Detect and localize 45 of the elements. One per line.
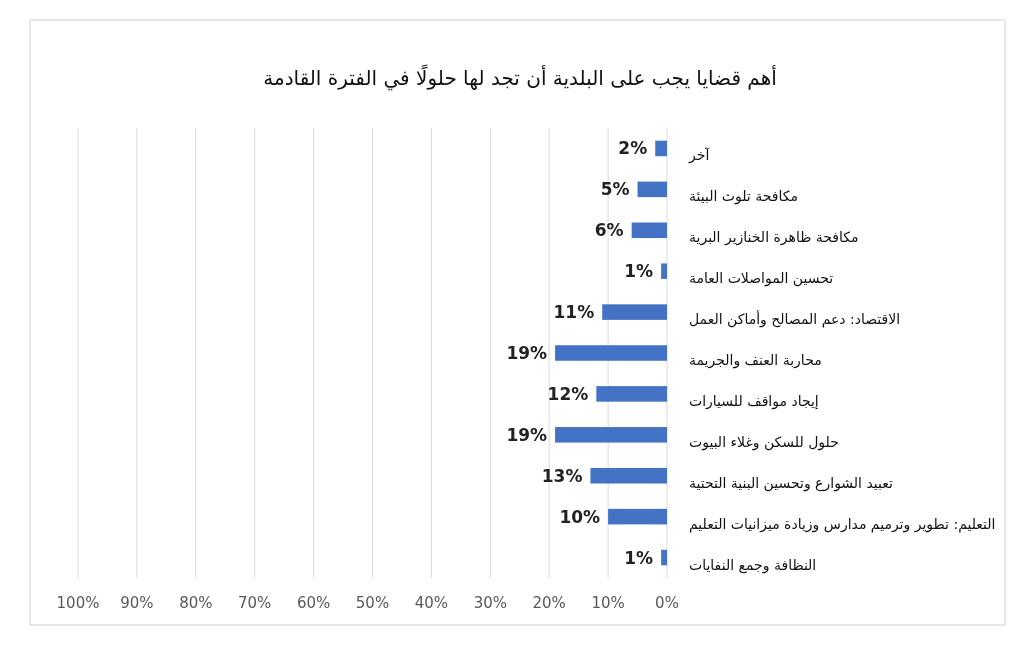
x-tick-label: 40% — [414, 594, 449, 612]
y-tick-label: آخر — [688, 147, 711, 165]
x-tick-label: 0% — [655, 594, 679, 612]
bar — [555, 345, 667, 361]
x-tick-label: 30% — [473, 594, 507, 612]
bar — [608, 508, 667, 525]
x-tick-label: 90% — [120, 594, 154, 612]
x-tick-label: 80% — [179, 594, 213, 612]
data-label: 12% — [547, 383, 589, 404]
x-tick-label: 20% — [532, 594, 566, 612]
y-tick-label: مكافحة ظاهرة الخنازير البرية — [689, 229, 859, 247]
x-tick-label: 50% — [355, 594, 390, 612]
data-label: 19% — [506, 424, 548, 445]
data-label: 1% — [624, 261, 654, 282]
bar — [596, 386, 667, 402]
x-tick-label: 100% — [56, 594, 100, 612]
y-tick-label: إيجاد مواقف للسيارات — [689, 392, 819, 410]
data-label: 13% — [541, 465, 583, 486]
bar — [555, 427, 667, 443]
data-label: 11% — [553, 302, 595, 323]
bar — [661, 263, 667, 279]
y-tick-label: تحسين المواصلات العامة — [689, 270, 834, 288]
data-label: 2% — [618, 138, 648, 159]
bar — [655, 140, 667, 157]
y-tick-label: النظافة وجمع النفايات — [689, 556, 817, 574]
data-label: 10% — [559, 506, 601, 527]
x-tick-label: 70% — [238, 594, 272, 612]
x-tick-label: 60% — [296, 594, 331, 612]
data-label: 5% — [600, 179, 630, 200]
bar — [637, 181, 667, 198]
y-tick-label: حلول للسكن وغلاء البيوت — [689, 433, 839, 451]
y-tick-label: مكافحة تلوث البيئة — [689, 188, 798, 206]
x-tick-label: 10% — [591, 594, 625, 612]
bar — [631, 222, 667, 239]
y-tick-label: الاقتصاد: دعم المصالح وأماكن العمل — [689, 310, 901, 329]
y-tick-label: محاربة العنف والجريمة — [689, 352, 822, 369]
bar — [661, 549, 667, 566]
y-tick-label: التعليم: تطوير وترميم مدارس وزيادة ميزانيات التعليم — [689, 515, 996, 533]
data-label: 1% — [624, 547, 654, 568]
data-label: 6% — [594, 220, 624, 241]
y-tick-label: تعبيد الشوارع وتحسين البنية التحتية — [689, 474, 894, 492]
bar — [590, 467, 667, 484]
bar — [602, 304, 667, 320]
chart-title: أهم قضايا يجب على البلدية أن تجد لها حلولًا في الفترة القادمة — [263, 63, 777, 91]
data-label: 19% — [506, 343, 548, 363]
